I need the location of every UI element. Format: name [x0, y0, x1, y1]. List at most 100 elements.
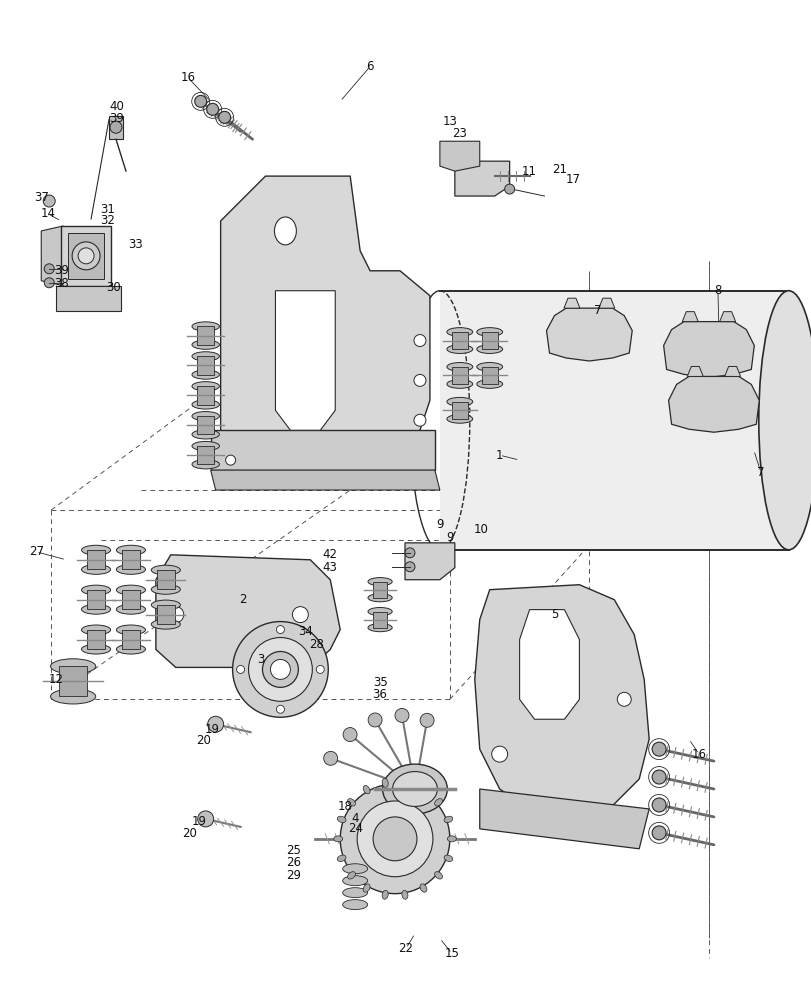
Ellipse shape	[419, 884, 427, 892]
Ellipse shape	[337, 855, 345, 861]
Circle shape	[43, 195, 55, 207]
Circle shape	[197, 811, 213, 827]
Bar	[197, 386, 214, 405]
Ellipse shape	[434, 872, 442, 879]
Circle shape	[276, 705, 284, 713]
Ellipse shape	[191, 382, 219, 391]
Ellipse shape	[191, 412, 219, 421]
Text: 14: 14	[41, 207, 56, 220]
Text: 21: 21	[551, 163, 566, 176]
Text: 19: 19	[191, 815, 206, 828]
Ellipse shape	[191, 352, 219, 361]
Ellipse shape	[274, 217, 296, 245]
Polygon shape	[68, 233, 104, 279]
Text: 30: 30	[106, 281, 121, 294]
Ellipse shape	[151, 619, 180, 629]
Text: 9: 9	[445, 531, 453, 544]
Circle shape	[414, 335, 426, 347]
Circle shape	[405, 562, 414, 572]
Ellipse shape	[191, 340, 219, 349]
Ellipse shape	[191, 322, 219, 331]
Text: 24: 24	[347, 822, 363, 835]
Ellipse shape	[81, 644, 110, 654]
Polygon shape	[221, 176, 429, 470]
Bar	[59, 666, 87, 696]
Ellipse shape	[151, 585, 180, 594]
Text: 36: 36	[372, 688, 387, 701]
Circle shape	[372, 817, 417, 861]
Ellipse shape	[81, 585, 110, 595]
Circle shape	[651, 826, 665, 840]
Text: 25: 25	[285, 844, 300, 857]
Bar	[122, 590, 139, 609]
Ellipse shape	[116, 565, 145, 574]
Bar	[452, 332, 467, 349]
Ellipse shape	[401, 890, 407, 899]
Polygon shape	[405, 543, 454, 580]
Bar	[157, 570, 174, 589]
Text: 39: 39	[109, 112, 124, 125]
Circle shape	[44, 264, 54, 274]
Bar	[122, 630, 139, 649]
Ellipse shape	[337, 816, 345, 823]
Circle shape	[262, 651, 298, 687]
Ellipse shape	[191, 370, 219, 379]
Ellipse shape	[333, 836, 342, 842]
Circle shape	[367, 713, 382, 727]
Text: 11: 11	[521, 165, 536, 178]
Ellipse shape	[367, 578, 392, 586]
Polygon shape	[454, 161, 509, 196]
Text: 12: 12	[49, 673, 63, 686]
Bar	[197, 356, 214, 375]
Ellipse shape	[447, 836, 456, 842]
Ellipse shape	[342, 900, 367, 910]
Ellipse shape	[81, 565, 110, 574]
Circle shape	[316, 665, 324, 673]
Polygon shape	[275, 291, 335, 430]
Circle shape	[232, 622, 328, 717]
Circle shape	[276, 626, 284, 634]
Bar	[372, 612, 387, 628]
Text: 27: 27	[28, 545, 44, 558]
Ellipse shape	[116, 605, 145, 614]
Text: 7: 7	[593, 304, 600, 317]
Polygon shape	[681, 312, 697, 322]
Circle shape	[357, 801, 432, 877]
Text: 19: 19	[205, 723, 220, 736]
Ellipse shape	[363, 785, 370, 794]
Text: 38: 38	[54, 277, 68, 290]
Polygon shape	[519, 610, 579, 719]
Polygon shape	[663, 322, 753, 377]
Circle shape	[292, 607, 308, 623]
Text: 10: 10	[473, 523, 487, 536]
Text: 9: 9	[436, 518, 443, 531]
Ellipse shape	[342, 876, 367, 886]
Text: 43: 43	[323, 561, 337, 574]
Ellipse shape	[434, 799, 442, 806]
Polygon shape	[156, 555, 340, 667]
Polygon shape	[546, 308, 632, 361]
Text: 42: 42	[322, 548, 337, 561]
Ellipse shape	[444, 816, 453, 823]
Text: 29: 29	[285, 869, 301, 882]
Text: 3: 3	[256, 653, 264, 666]
Text: 16: 16	[691, 748, 706, 761]
Text: 15: 15	[444, 947, 459, 960]
Circle shape	[78, 248, 94, 264]
Bar	[87, 590, 105, 609]
Circle shape	[343, 728, 357, 742]
Circle shape	[340, 784, 449, 894]
Circle shape	[248, 638, 312, 701]
Circle shape	[208, 716, 223, 732]
Ellipse shape	[363, 884, 370, 892]
Bar	[481, 332, 497, 349]
Ellipse shape	[392, 772, 437, 806]
Text: 16: 16	[180, 71, 195, 84]
Polygon shape	[723, 366, 740, 376]
Circle shape	[44, 278, 54, 288]
Ellipse shape	[446, 363, 472, 371]
Text: 7: 7	[756, 466, 764, 479]
Circle shape	[270, 659, 290, 679]
Circle shape	[414, 374, 426, 386]
Text: 20: 20	[182, 827, 197, 840]
